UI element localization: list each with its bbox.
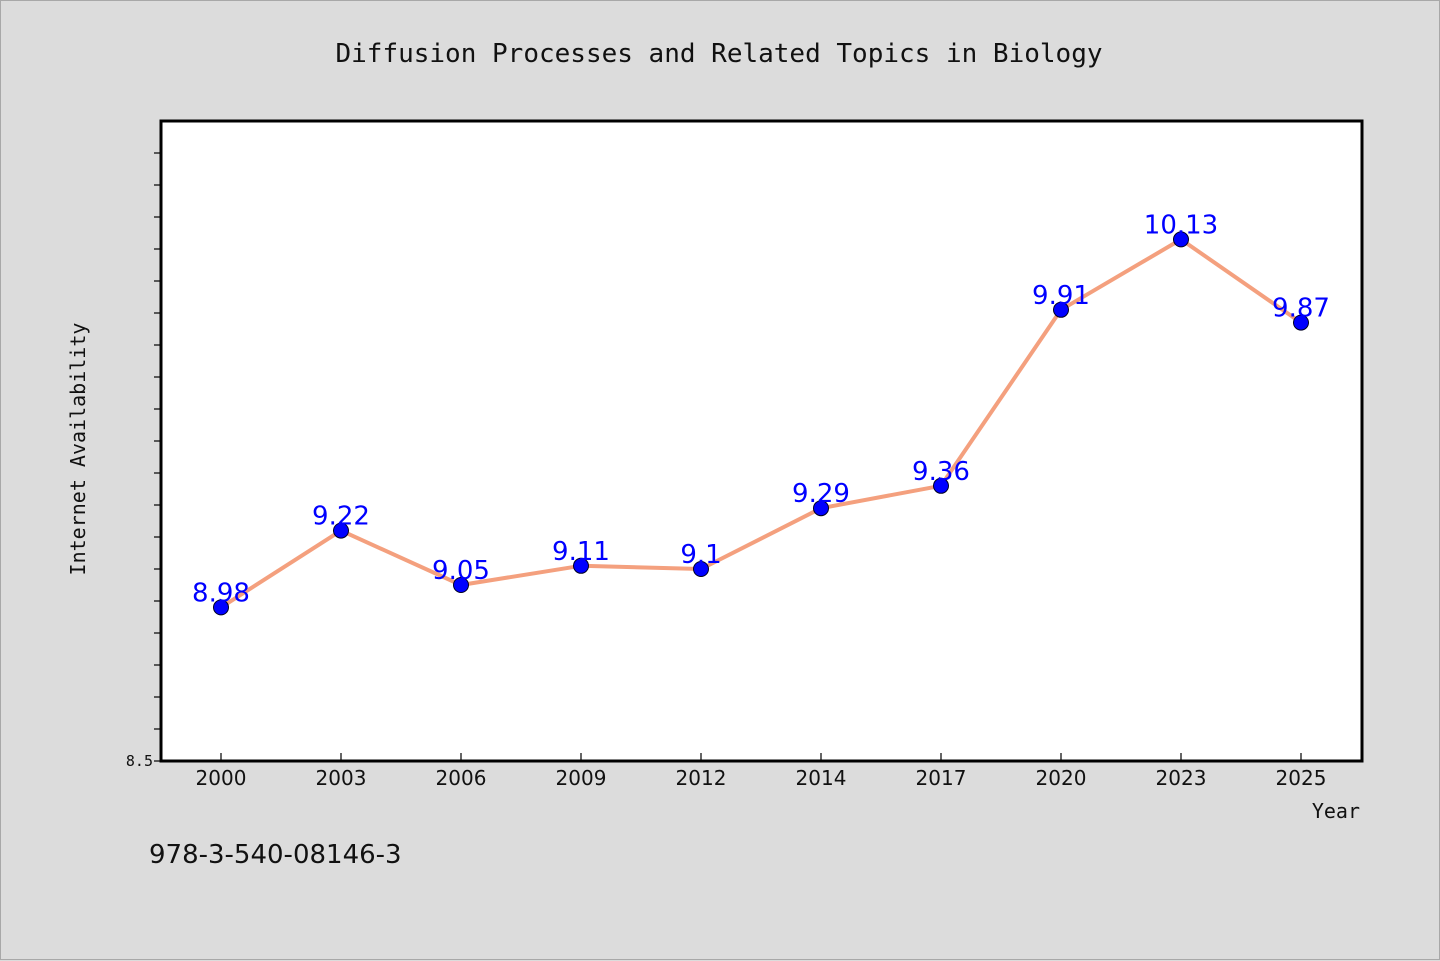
x-tick-label: 2020 [1036, 766, 1087, 790]
data-label: 9.22 [312, 502, 370, 532]
x-tick-label: 2025 [1276, 766, 1327, 790]
data-label: 9.91 [1032, 281, 1090, 311]
x-tick-label: 2023 [1156, 766, 1207, 790]
x-tick-label: 2000 [196, 766, 247, 790]
data-point [933, 477, 949, 494]
data-point [693, 561, 709, 577]
data-label: 9.1 [680, 540, 721, 570]
plot-area [159, 119, 1364, 763]
data-points [213, 231, 1309, 616]
data-point [1173, 231, 1189, 248]
y-axis-label: Internet Availability [66, 323, 90, 576]
x-tick-label: 2009 [556, 766, 607, 790]
y-tick-label: 8.5 [126, 752, 153, 770]
isbn-text: 978-3-540-08146-3 [149, 840, 402, 870]
series-line [219, 237, 1303, 610]
data-point [213, 599, 229, 616]
data-point [1053, 301, 1069, 318]
data-label: 9.11 [552, 537, 610, 567]
data-label: 9.29 [792, 479, 850, 509]
data-point [333, 522, 349, 539]
data-point [573, 557, 589, 574]
y-axis-ticks: 8.5 [126, 152, 161, 770]
data-labels: 8.98 9.22 9.05 9.11 9.1 9.29 9.36 9.91 10.13 9.87 [192, 210, 1330, 608]
x-tick-label: 2012 [676, 766, 727, 790]
data-label: 9.36 [912, 457, 970, 487]
x-tick-label: 2006 [436, 766, 487, 790]
series-line-group [219, 237, 1303, 610]
x-tick-label: 2014 [796, 766, 847, 790]
x-tick-label: 2003 [316, 766, 367, 790]
x-axis-label: Year [1312, 799, 1360, 823]
data-point [813, 500, 829, 517]
data-label: 9.87 [1272, 294, 1330, 324]
x-tick-label: 2017 [916, 766, 967, 790]
chart-title: Diffusion Processes and Related Topics i… [335, 39, 1102, 69]
data-point [453, 577, 469, 593]
data-label: 10.13 [1144, 210, 1218, 240]
x-axis-ticks: 2000 2003 2006 2009 2012 2014 2017 2020 2023 2025 [196, 753, 1327, 790]
data-point [1293, 314, 1309, 331]
data-label: 8.98 [192, 578, 250, 608]
data-label: 9.05 [432, 556, 490, 586]
